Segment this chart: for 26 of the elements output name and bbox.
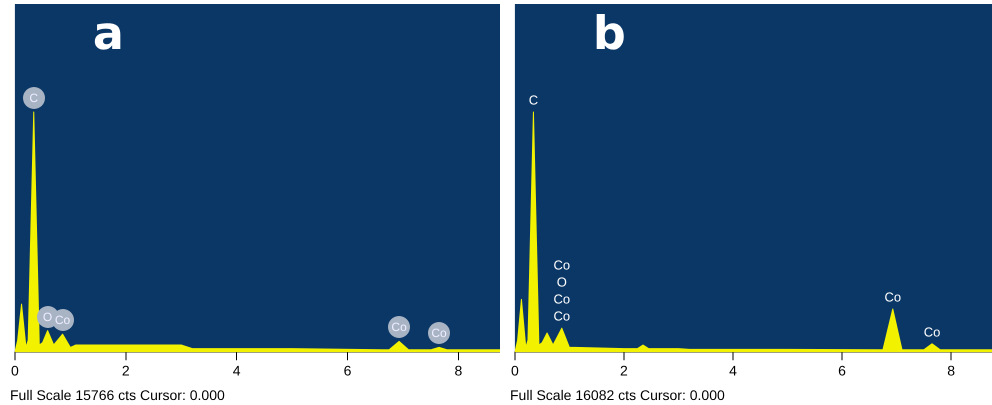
text: Full Scale 15766 cts Cursor: 0.000 bbox=[10, 387, 225, 403]
x-tick-label: 2 bbox=[122, 362, 130, 378]
chart-title: b bbox=[592, 6, 626, 60]
annotation: Co bbox=[428, 322, 450, 344]
annotation: Co bbox=[553, 308, 570, 324]
annotation: Co bbox=[884, 289, 902, 304]
annotation: O bbox=[42, 310, 52, 324]
x-tick-label: 0 bbox=[510, 362, 519, 378]
text: Full Scale 16082 cts Cursor: 0.000 bbox=[510, 387, 725, 403]
annotation: Co bbox=[924, 324, 940, 340]
annotation: Co bbox=[553, 292, 570, 307]
annotation: O bbox=[556, 274, 567, 290]
annotation: Co bbox=[553, 258, 570, 273]
x-tick-label: 6 bbox=[344, 362, 352, 378]
x-tick-label: 2 bbox=[620, 362, 628, 378]
x-tick-label: 4 bbox=[729, 362, 738, 378]
annotation: C bbox=[528, 92, 538, 108]
x-tick-label: 4 bbox=[232, 362, 241, 378]
x-tick-label: 8 bbox=[947, 362, 956, 378]
annotation: Co bbox=[52, 309, 74, 332]
x-tick-label: 6 bbox=[838, 362, 846, 378]
annotation: C bbox=[22, 87, 45, 110]
annotation: Co bbox=[388, 316, 410, 338]
chart-title: a bbox=[92, 6, 124, 60]
x-tick-label: 0 bbox=[10, 362, 19, 378]
x-tick-label: 8 bbox=[454, 362, 463, 378]
